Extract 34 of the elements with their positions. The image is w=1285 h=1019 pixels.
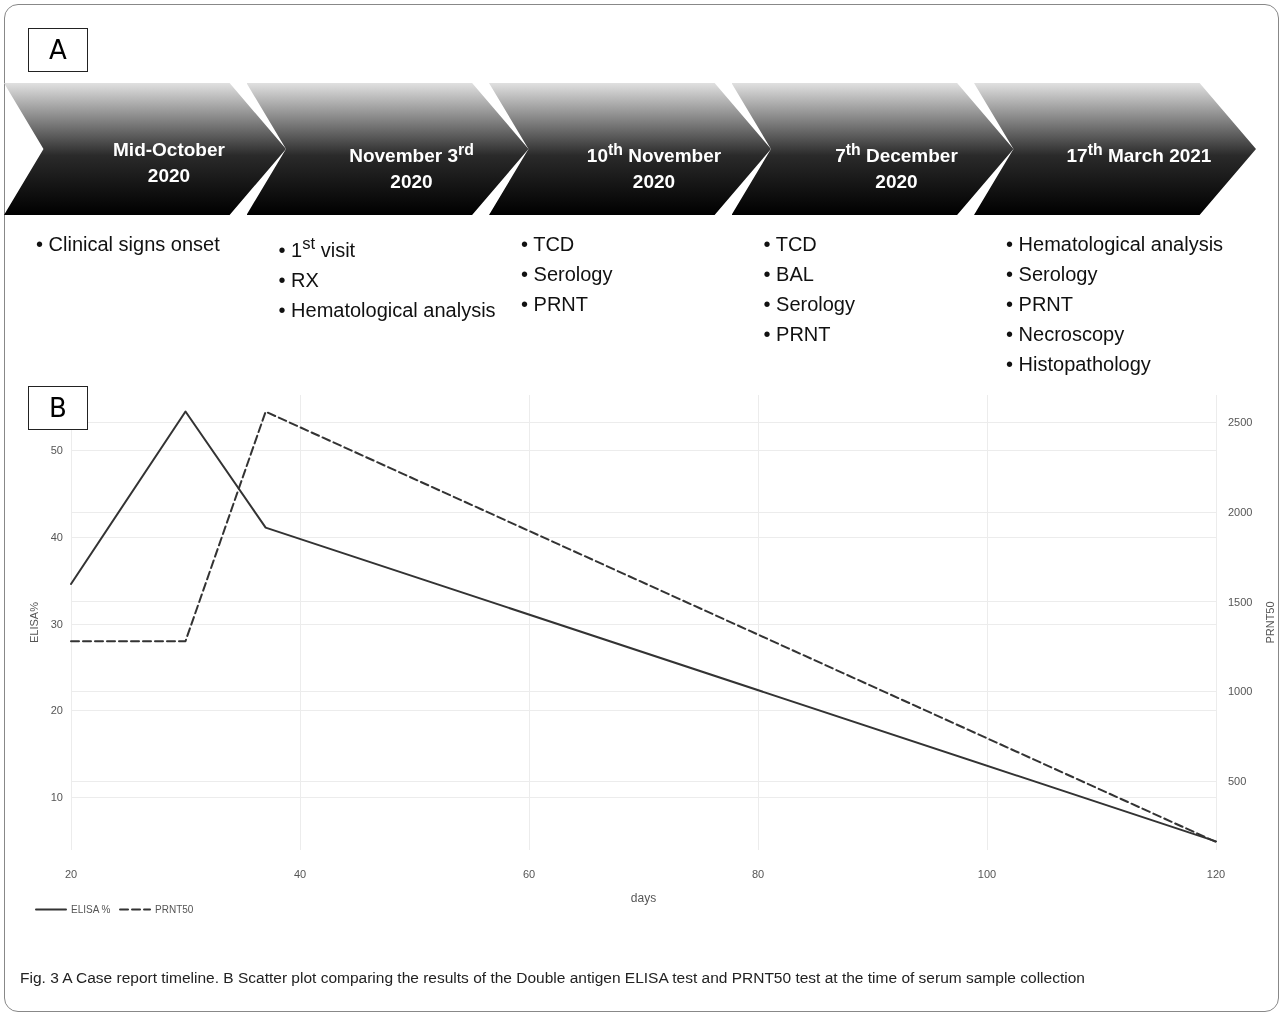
text: • Clinical signs onset bbox=[36, 232, 221, 257]
text: • TCD • BAL • Serology • PRNT bbox=[763, 232, 856, 347]
y2-tick-label: 500 bbox=[1228, 774, 1247, 787]
category-label: 17$^{th}$ March 2021 bbox=[1065, 140, 1213, 169]
x-tick-label: 20 bbox=[64, 867, 78, 880]
y2-tick-label: 2000 bbox=[1228, 506, 1253, 519]
category-label: 10$^{th}$ November 2020 bbox=[585, 140, 723, 195]
y-tick-label: 10 bbox=[50, 791, 63, 804]
y2-tick-label: 1500 bbox=[1228, 595, 1253, 608]
x-tick-label: 100 bbox=[977, 867, 997, 880]
y-tick-label: 40 bbox=[50, 531, 63, 544]
y2-axis-title: PRNT50 bbox=[1263, 601, 1276, 644]
category-label: Mid-October 2020 bbox=[112, 138, 226, 188]
category-label: 7$^{th}$ December 2020 bbox=[834, 140, 959, 195]
category-label: November 3$^{rd}$ 2020 bbox=[349, 141, 474, 193]
y-tick-label: 30 bbox=[50, 617, 63, 630]
y-axis-title: ELISA% bbox=[27, 601, 40, 643]
caption: Fig. 3 A Case report timeline. B Scatter plot comparing the results of the Double antigen ELISA test and PRNT50 test at the time of serum sample collection bbox=[20, 968, 1086, 988]
y2-tick-label: 2500 bbox=[1228, 416, 1253, 429]
chart-title: B bbox=[28, 386, 88, 430]
y-tick-label: 20 bbox=[50, 704, 63, 717]
text: • TCD • Serology • PRNT bbox=[521, 232, 614, 317]
y-tick-label: 50 bbox=[50, 444, 63, 457]
x-tick-label: 120 bbox=[1206, 867, 1226, 880]
text: A bbox=[28, 28, 88, 72]
x-axis-title: days bbox=[630, 891, 657, 905]
x-tick-label: 60 bbox=[522, 867, 536, 880]
legend-label: PRNT50 bbox=[155, 903, 194, 915]
y2-tick-label: 1000 bbox=[1228, 685, 1253, 698]
text: • 1$^{st}$ visit • RX • Hematological analysis bbox=[278, 233, 497, 323]
legend-label: ELISA % bbox=[71, 903, 111, 915]
x-tick-label: 40 bbox=[293, 867, 307, 880]
text: • Hematological analysis • Serology • PRNT • Necroscopy • Histopathology bbox=[1006, 232, 1225, 377]
x-tick-label: 80 bbox=[751, 867, 765, 880]
